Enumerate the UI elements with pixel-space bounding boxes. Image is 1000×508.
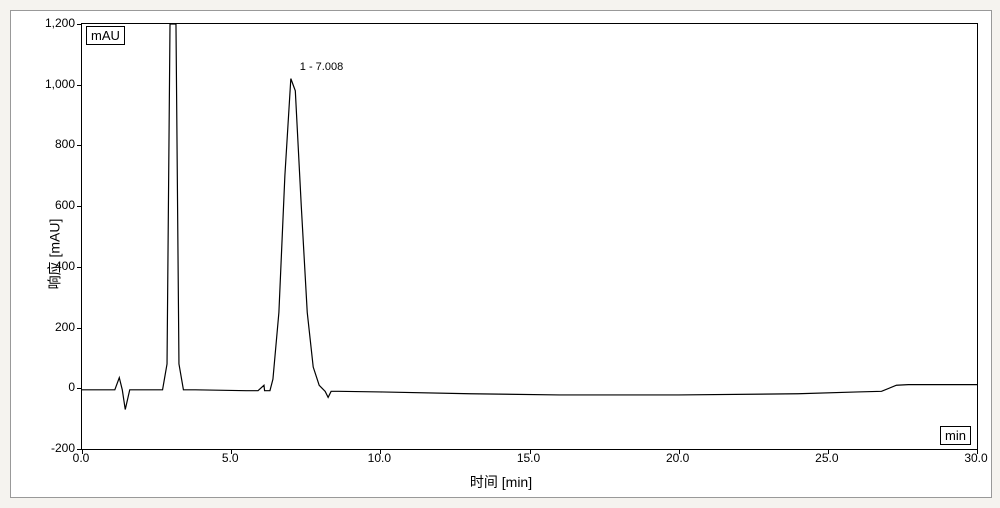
y-tick-label: 600 (25, 198, 75, 212)
y-tick-label: -200 (25, 441, 75, 455)
x-tick-label: 30.0 (964, 451, 987, 465)
y-tick (77, 206, 82, 207)
y-tick (77, 388, 82, 389)
y-tick (77, 85, 82, 86)
y-tick-label: 1,000 (25, 77, 75, 91)
x-tick-label: 10.0 (368, 451, 391, 465)
x-tick-label: 5.0 (222, 451, 239, 465)
y-axis-title: 响应 [mAU] (44, 219, 64, 290)
y-tick-label: 200 (25, 320, 75, 334)
y-tick-label: 1,200 (25, 16, 75, 30)
y-tick-label: 400 (25, 259, 75, 273)
x-axis-title: 时间 [min] (470, 472, 532, 492)
x-tick-label: 25.0 (815, 451, 838, 465)
plot-area: mAU min 1 - 7.008 (81, 23, 978, 450)
y-tick (77, 24, 82, 25)
x-tick-label: 20.0 (666, 451, 689, 465)
x-unit-box: min (940, 426, 971, 445)
y-tick (77, 267, 82, 268)
chromatogram-chart: mAU min 1 - 7.008 响应 [mAU] 时间 [min] -200… (10, 10, 992, 498)
y-unit-box: mAU (86, 26, 125, 45)
y-tick-label: 800 (25, 137, 75, 151)
y-tick-label: 0 (25, 380, 75, 394)
chromatogram-trace (82, 24, 977, 449)
y-tick (77, 145, 82, 146)
peak-label: 1 - 7.008 (300, 61, 343, 73)
y-tick (77, 328, 82, 329)
x-tick-label: 15.0 (517, 451, 540, 465)
x-tick-label: 0.0 (73, 451, 90, 465)
